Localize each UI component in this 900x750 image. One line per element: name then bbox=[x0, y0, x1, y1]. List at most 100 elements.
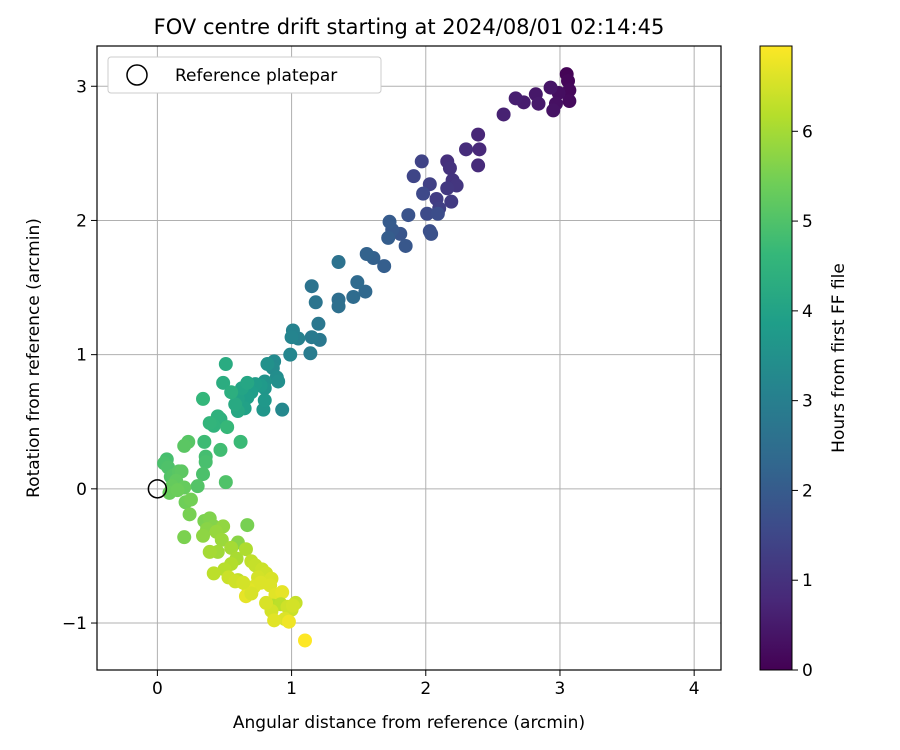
colorbar-label: Hours from first FF file bbox=[829, 263, 849, 453]
data-point bbox=[216, 375, 231, 390]
data-point bbox=[424, 226, 439, 241]
y-tick-label: 1 bbox=[76, 346, 87, 366]
colorbar-tick-label: 2 bbox=[802, 481, 813, 501]
colorbar-ticks: 0 1 2 3 4 5 6 bbox=[792, 122, 813, 681]
data-point bbox=[311, 316, 326, 331]
data-point bbox=[303, 346, 318, 361]
data-point bbox=[233, 434, 248, 449]
y-tick-label: 2 bbox=[76, 211, 87, 231]
data-point bbox=[244, 586, 259, 601]
data-point bbox=[197, 434, 212, 449]
data-point bbox=[471, 158, 486, 173]
y-tick-label: −1 bbox=[62, 614, 87, 634]
x-axis-label: Angular distance from reference (arcmin) bbox=[233, 713, 585, 733]
legend-marker bbox=[126, 64, 148, 86]
data-point bbox=[442, 161, 457, 176]
data-point bbox=[459, 142, 474, 157]
data-point bbox=[190, 479, 205, 494]
y-tick-label: 3 bbox=[76, 77, 87, 97]
data-point bbox=[398, 238, 413, 253]
data-point bbox=[377, 259, 392, 274]
data-point bbox=[420, 206, 435, 221]
data-point bbox=[304, 330, 319, 345]
data-point bbox=[218, 357, 233, 372]
data-point bbox=[444, 194, 459, 209]
data-point bbox=[240, 518, 255, 533]
data-point bbox=[440, 181, 455, 196]
colorbar-tick-label: 3 bbox=[802, 392, 813, 412]
data-point bbox=[182, 507, 197, 522]
grid bbox=[97, 46, 721, 670]
data-point bbox=[198, 455, 213, 469]
data-point bbox=[382, 214, 397, 229]
data-point bbox=[308, 295, 323, 310]
data-point bbox=[546, 103, 561, 118]
data-point bbox=[213, 442, 228, 457]
data-point bbox=[202, 544, 217, 559]
data-point bbox=[218, 475, 233, 490]
x-tick-label: 0 bbox=[152, 679, 163, 699]
colorbar bbox=[759, 45, 793, 671]
data-point bbox=[562, 83, 577, 98]
x-tick-label: 3 bbox=[555, 679, 566, 699]
data-point bbox=[471, 127, 486, 142]
data-point bbox=[196, 467, 211, 482]
x-tick-label: 4 bbox=[689, 679, 700, 699]
data-point bbox=[183, 492, 198, 507]
data-point bbox=[238, 542, 253, 557]
data-point bbox=[359, 247, 374, 261]
data-point bbox=[284, 330, 299, 345]
data-point bbox=[228, 397, 243, 412]
data-point bbox=[304, 279, 319, 294]
data-point bbox=[496, 107, 511, 122]
colorbar-tick-label: 4 bbox=[802, 302, 813, 322]
colorbar-tick-label: 0 bbox=[802, 661, 813, 681]
data-point bbox=[275, 585, 290, 600]
data-point bbox=[170, 483, 185, 498]
x-tick-label: 2 bbox=[420, 679, 431, 699]
data-point bbox=[206, 566, 221, 581]
data-point bbox=[275, 402, 290, 417]
data-point bbox=[331, 299, 346, 314]
y-axis-label: Rotation from reference (arcmin) bbox=[24, 218, 44, 498]
legend-entry-reference: Reference platepar bbox=[175, 66, 337, 86]
data-point bbox=[285, 598, 300, 613]
x-axis-ticks: 0 1 2 3 4 bbox=[152, 670, 700, 699]
data-point bbox=[257, 393, 272, 408]
data-point bbox=[381, 230, 396, 245]
data-point bbox=[401, 208, 416, 223]
data-point bbox=[416, 186, 431, 201]
data-point bbox=[358, 284, 373, 299]
data-point bbox=[224, 385, 239, 400]
legend-box bbox=[107, 56, 382, 94]
data-points bbox=[157, 67, 577, 648]
data-point bbox=[531, 96, 546, 111]
data-point bbox=[472, 142, 487, 157]
legend: Reference platepar bbox=[107, 56, 382, 94]
data-point bbox=[406, 169, 421, 184]
data-point bbox=[202, 416, 217, 431]
plot-frame bbox=[96, 45, 722, 671]
data-point bbox=[414, 154, 429, 169]
x-tick-label: 1 bbox=[286, 679, 297, 699]
data-point bbox=[430, 206, 445, 221]
data-point bbox=[177, 438, 192, 453]
data-point bbox=[260, 357, 275, 372]
colorbar-tick-label: 6 bbox=[802, 122, 813, 142]
data-point bbox=[196, 528, 211, 543]
data-point bbox=[236, 575, 251, 590]
data-point bbox=[220, 420, 235, 435]
data-point bbox=[196, 391, 211, 406]
data-point bbox=[271, 374, 286, 389]
data-point bbox=[177, 530, 192, 545]
data-point bbox=[350, 275, 365, 290]
data-point bbox=[224, 540, 239, 555]
data-point bbox=[283, 347, 298, 362]
colorbar-tick-label: 5 bbox=[802, 212, 813, 232]
y-tick-label: 0 bbox=[76, 480, 87, 500]
data-point bbox=[346, 289, 361, 304]
data-point bbox=[508, 91, 523, 106]
data-point bbox=[259, 595, 274, 610]
reference-platepar-marker bbox=[147, 479, 168, 499]
